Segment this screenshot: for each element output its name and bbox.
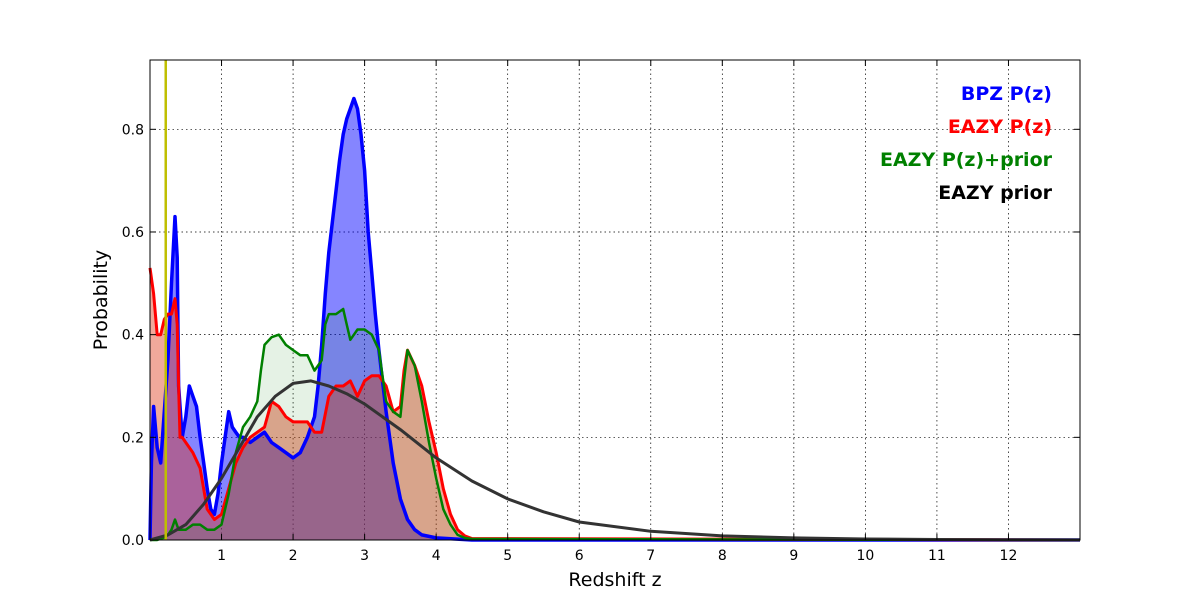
x-tick-label: 11	[928, 548, 946, 564]
x-tick-label: 5	[503, 548, 512, 564]
y-axis-label: Probability	[90, 250, 112, 350]
legend-entry-eazy-prior: EAZY prior	[938, 182, 1052, 204]
legend-entry-eazy-p-z-prior: EAZY P(z)+prior	[880, 149, 1053, 171]
grid	[150, 60, 1080, 540]
series-fill-eazy-p-z-prior	[150, 309, 1080, 540]
legend-entry-eazy-p-z: EAZY P(z)	[948, 116, 1052, 138]
y-tick-label: 0.6	[122, 225, 144, 241]
axis-ticks: 1 2 3 4 5 6 7 8 9 10 11 120.00.20.40.60.8	[122, 60, 1080, 564]
y-tick-label: 0.0	[122, 533, 144, 549]
y-tick-label: 0.8	[122, 122, 144, 138]
series-fills	[150, 98, 1080, 540]
plot-frame	[149, 59, 1081, 541]
x-tick-label: 1	[217, 548, 226, 564]
x-tick-label: 3	[360, 548, 369, 564]
series-line-bpz-p-z	[148, 96, 1080, 542]
x-tick-label: 6	[575, 548, 584, 564]
x-tick-label: 2	[289, 548, 298, 564]
y-tick-label: 0.2	[122, 430, 144, 446]
x-tick-label: 9	[789, 548, 798, 564]
series-fill-eazy-p-z	[150, 267, 1080, 540]
x-tick-label: 8	[718, 548, 727, 564]
series-fill-bpz-p-z	[150, 98, 1080, 540]
series-lines	[148, 96, 1081, 542]
y-tick-label: 0.4	[122, 328, 144, 344]
x-tick-label: 7	[646, 548, 655, 564]
series-line-eazy-prior	[149, 379, 1081, 542]
x-axis-label: Redshift z	[568, 569, 661, 591]
legend: BPZ P(z) EAZY P(z) EAZY P(z)+prior EAZY pri…	[880, 83, 1053, 204]
x-tick-label: 10	[856, 548, 874, 564]
x-tick-label: 4	[432, 548, 441, 564]
x-tick-label: 12	[1000, 548, 1018, 564]
legend-entry-bpz-p-z: BPZ P(z)	[961, 83, 1052, 105]
series-line-eazy-p-z-prior	[150, 307, 1081, 542]
